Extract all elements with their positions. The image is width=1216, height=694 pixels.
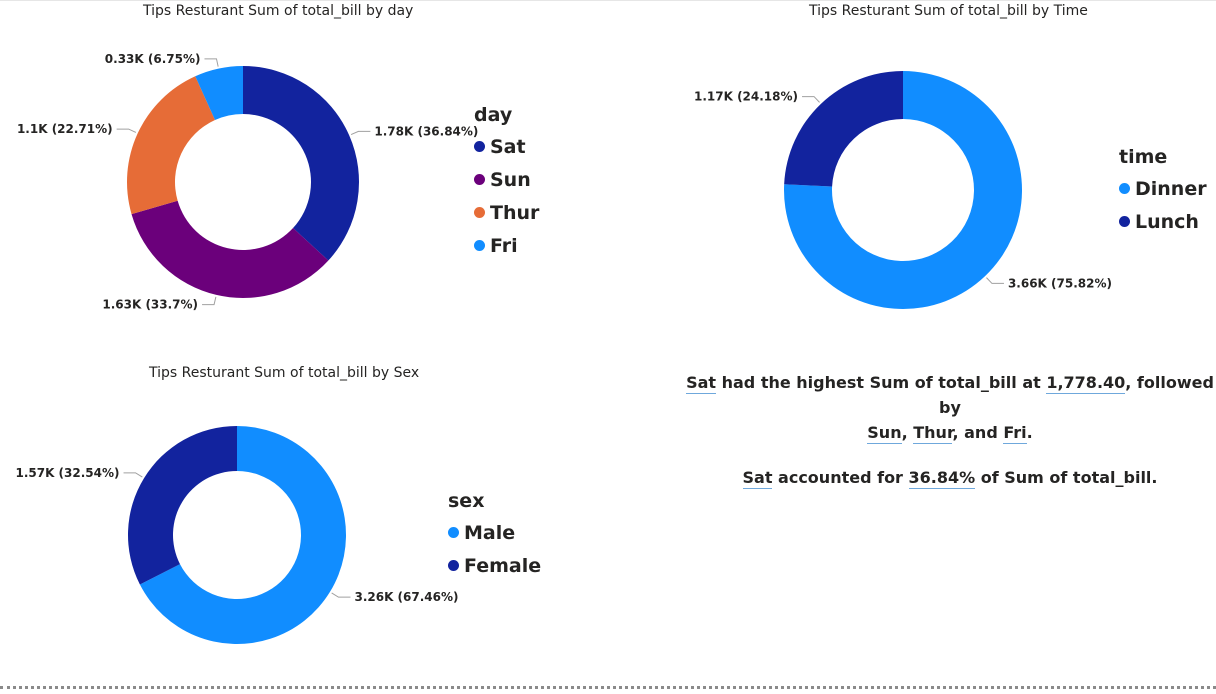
legend-label: Lunch (1135, 210, 1199, 233)
legend-dot-icon (448, 527, 459, 538)
leader-line (123, 472, 143, 478)
legend-item-dinner[interactable]: Dinner (1119, 172, 1207, 205)
narrative-value[interactable]: Thur (913, 423, 953, 444)
legend-title-time: time (1119, 146, 1168, 168)
narrative-text: , and (952, 423, 1004, 442)
narrative-value[interactable]: 1,778.40 (1046, 373, 1126, 394)
legend-item-male[interactable]: Male (448, 516, 541, 549)
donut-slice-thur[interactable] (126, 76, 216, 215)
smart-narrative: Sat had the highest Sum of total_bill at… (680, 370, 1216, 510)
data-label: 3.66K (75.82%) (1008, 276, 1112, 290)
legend-label: Male (464, 521, 516, 544)
legend-item-fri[interactable]: Fri (474, 229, 539, 262)
legend-label: Fri (490, 234, 518, 257)
leader-line (116, 128, 137, 133)
legend-dot-icon (474, 174, 485, 185)
narrative-value[interactable]: Sat (686, 373, 717, 394)
donut-slice-fri[interactable] (195, 66, 243, 121)
leader-line (202, 296, 217, 306)
chart-title-time: Tips Resturant Sum of total_bill by Time (809, 3, 1088, 19)
donut-slice-sat[interactable] (243, 66, 359, 261)
legend-title-sex: sex (448, 490, 485, 512)
legend-dot-icon (474, 207, 485, 218)
legend-item-female[interactable]: Female (448, 549, 541, 582)
legend-label: Sun (490, 168, 531, 191)
narrative-value[interactable]: Sun (867, 423, 902, 444)
legend-dot-icon (474, 141, 485, 152)
legend-time: time Dinner Lunch (1119, 146, 1207, 238)
narrative-paragraph-2: Sat accounted for 36.84% of Sum of total… (680, 465, 1216, 490)
legend-dot-icon (474, 240, 485, 251)
data-label: 3.26K (67.46%) (354, 590, 458, 604)
leader-line (986, 277, 1004, 284)
data-label: 1.1K (22.71%) (17, 122, 113, 136)
legend-dot-icon (1119, 216, 1130, 227)
chart-title-sex: Tips Resturant Sum of total_bill by Sex (149, 365, 420, 381)
donut-slice-dinner[interactable] (784, 71, 1023, 309)
leader-line (350, 130, 371, 136)
legend-label: Thur (490, 201, 540, 224)
narrative-text: , (901, 423, 914, 442)
donut-slice-sun[interactable] (131, 200, 329, 298)
narrative-text: of Sum of total_bill. (975, 468, 1158, 487)
legend-dot-icon (448, 560, 459, 571)
legend-item-lunch[interactable]: Lunch (1119, 205, 1207, 238)
legend-title-day: day (474, 104, 513, 126)
legend-day: day Sat Sun Thur Fri (474, 104, 539, 262)
narrative-text: accounted for (772, 468, 909, 487)
data-label: 1.63K (33.7%) (102, 298, 198, 312)
legend-label: Dinner (1135, 177, 1207, 200)
narrative-paragraph-1: Sat had the highest Sum of total_bill at… (680, 370, 1216, 445)
narrative-value[interactable]: Fri (1003, 423, 1027, 444)
leader-line (802, 96, 820, 103)
leader-line (331, 592, 351, 598)
data-label: 0.33K (6.75%) (105, 52, 201, 66)
legend-label: Female (464, 554, 542, 577)
legend-label: Sat (490, 135, 526, 158)
legend-sex: sex Male Female (448, 490, 541, 582)
legend-dot-icon (1119, 183, 1130, 194)
bottom-border (0, 686, 1216, 689)
legend-item-sat[interactable]: Sat (474, 130, 539, 163)
narrative-value[interactable]: 36.84% (908, 468, 976, 489)
narrative-text: had the highest Sum of total_bill at (716, 373, 1047, 392)
leader-line (204, 58, 219, 67)
data-label: 1.57K (32.54%) (15, 466, 119, 480)
narrative-text: . (1026, 423, 1033, 442)
chart-title-day: Tips Resturant Sum of total_bill by day (143, 3, 414, 19)
data-label: 1.78K (36.84%) (374, 124, 478, 138)
legend-item-thur[interactable]: Thur (474, 196, 539, 229)
donut-slice-female[interactable] (128, 426, 237, 585)
narrative-text: , followed by (939, 373, 1214, 417)
top-border (0, 0, 1216, 1)
data-label: 1.17K (24.18%) (694, 90, 798, 104)
legend-item-sun[interactable]: Sun (474, 163, 539, 196)
narrative-value[interactable]: Sat (742, 468, 773, 489)
donut-slice-male[interactable] (139, 426, 346, 645)
donut-slice-lunch[interactable] (784, 71, 903, 187)
